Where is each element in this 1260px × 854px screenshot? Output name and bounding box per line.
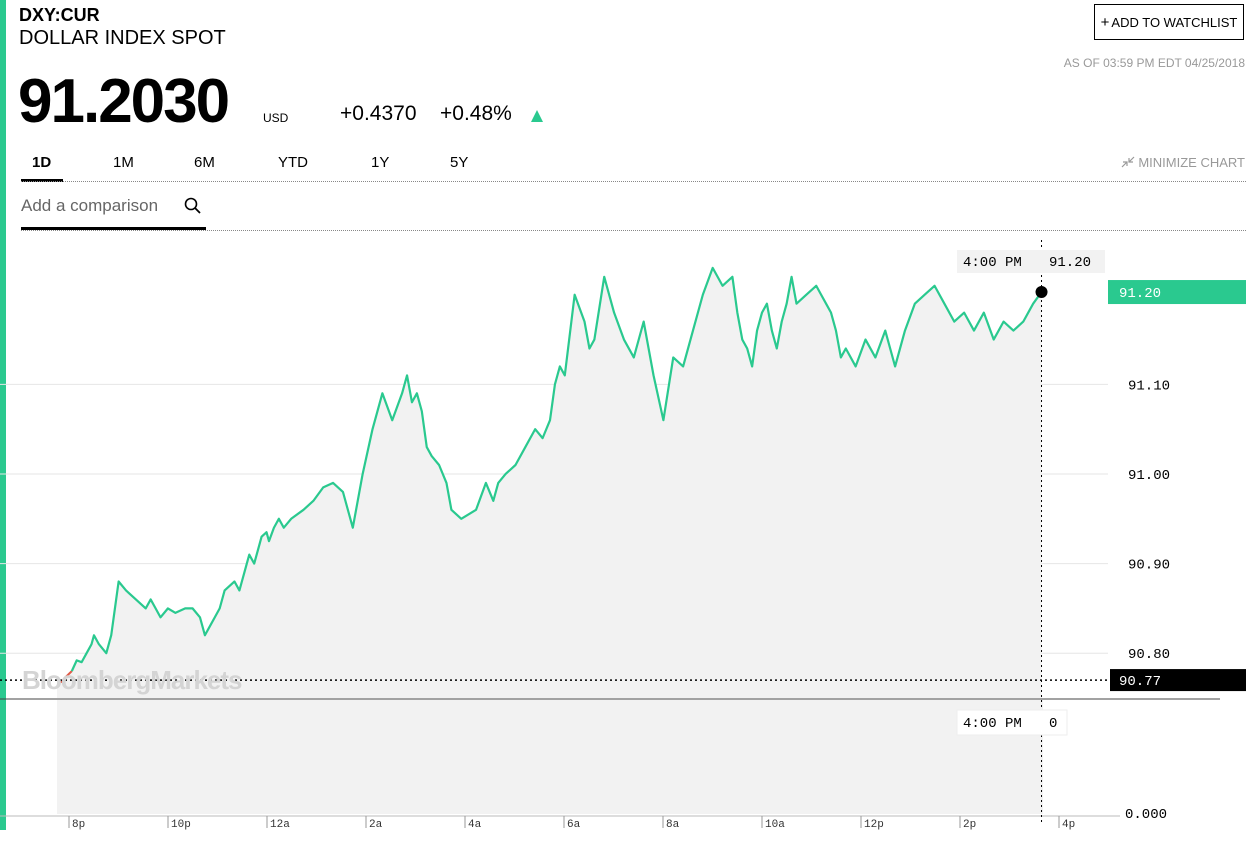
tabs-divider — [21, 181, 1246, 182]
accent-bar — [0, 0, 6, 830]
minimize-chart-label: MINIMIZE CHART — [1138, 155, 1245, 170]
series-line-below-close — [56, 670, 73, 683]
x-tick-label: 6a — [567, 819, 581, 831]
active-tab-indicator — [21, 179, 63, 182]
x-tick-label: 4p — [1062, 819, 1075, 831]
as-of-timestamp: AS OF 03:59 PM EDT 04/25/2018 — [1063, 56, 1245, 70]
chart-grid — [0, 383, 1220, 828]
tab-1y[interactable]: 1Y — [371, 154, 390, 171]
x-tick-label: 4a — [468, 819, 482, 831]
x-tick-label: 12p — [864, 819, 884, 831]
search-icon[interactable] — [184, 197, 202, 215]
previous-close-label: 90.77 — [1119, 674, 1161, 690]
volume-panel-fill — [57, 700, 1043, 814]
x-tick-label: 10a — [765, 819, 785, 831]
tab-1d[interactable]: 1D — [32, 154, 52, 171]
chart-top-divider — [21, 230, 1246, 231]
volume-time: 4:00 PM — [963, 716, 1022, 732]
minimize-arrows-icon — [1121, 156, 1135, 168]
currency-label: USD — [263, 111, 289, 125]
tab-5y[interactable]: 5Y — [450, 154, 469, 171]
crosshair-time: 4:00 PM — [963, 255, 1022, 271]
x-tick-label: 8a — [666, 819, 680, 831]
volume-value: 0 — [1049, 716, 1057, 732]
volume-tooltip-bg — [956, 709, 1068, 736]
volume-axis-label: 0.000 — [1125, 807, 1167, 823]
x-tick-label: 2a — [369, 819, 383, 831]
last-price: 91.2030 — [18, 67, 230, 136]
add-to-watchlist-button[interactable]: + ADD TO WATCHLIST — [1094, 4, 1244, 40]
ticker-symbol: DXY:CUR — [19, 5, 100, 25]
minimize-chart-button[interactable]: MINIMIZE CHART — [1121, 155, 1245, 170]
x-tick-label: 12a — [270, 819, 290, 831]
crosshair-marker — [1035, 286, 1048, 299]
security-name: DOLLAR INDEX SPOT — [19, 27, 226, 49]
price-change: +0.4370 — [340, 102, 417, 125]
price-change-percent: +0.48% — [440, 102, 512, 125]
current-value-label: 91.20 — [1119, 286, 1161, 302]
crosshair-tooltip-bg — [957, 250, 1105, 273]
up-arrow-icon — [531, 110, 543, 122]
y-tick-label: 90.90 — [1128, 558, 1170, 574]
y-tick-label: 90.80 — [1128, 647, 1170, 663]
series-line — [70, 266, 1043, 672]
add-to-watchlist-label: ADD TO WATCHLIST — [1111, 14, 1238, 30]
tab-ytd[interactable]: YTD — [278, 154, 308, 171]
comparison-search[interactable] — [21, 196, 206, 230]
comparison-input[interactable] — [21, 196, 181, 216]
tab-1m[interactable]: 1M — [113, 154, 134, 171]
bloomberg-watermark: BloombergMarkets — [22, 665, 242, 695]
x-tick-label: 8p — [72, 819, 85, 831]
previous-close-badge — [1110, 669, 1246, 692]
x-tick-label: 10p — [171, 819, 191, 831]
price-area-fill — [57, 267, 1042, 698]
x-tick-label: 2p — [963, 819, 976, 831]
current-value-badge — [1108, 280, 1246, 305]
y-tick-label: 91.10 — [1128, 378, 1170, 394]
tab-6m[interactable]: 6M — [194, 154, 215, 171]
y-tick-label: 91.00 — [1128, 468, 1170, 484]
plus-icon: + — [1100, 13, 1110, 31]
crosshair-value: 91.20 — [1049, 255, 1091, 271]
